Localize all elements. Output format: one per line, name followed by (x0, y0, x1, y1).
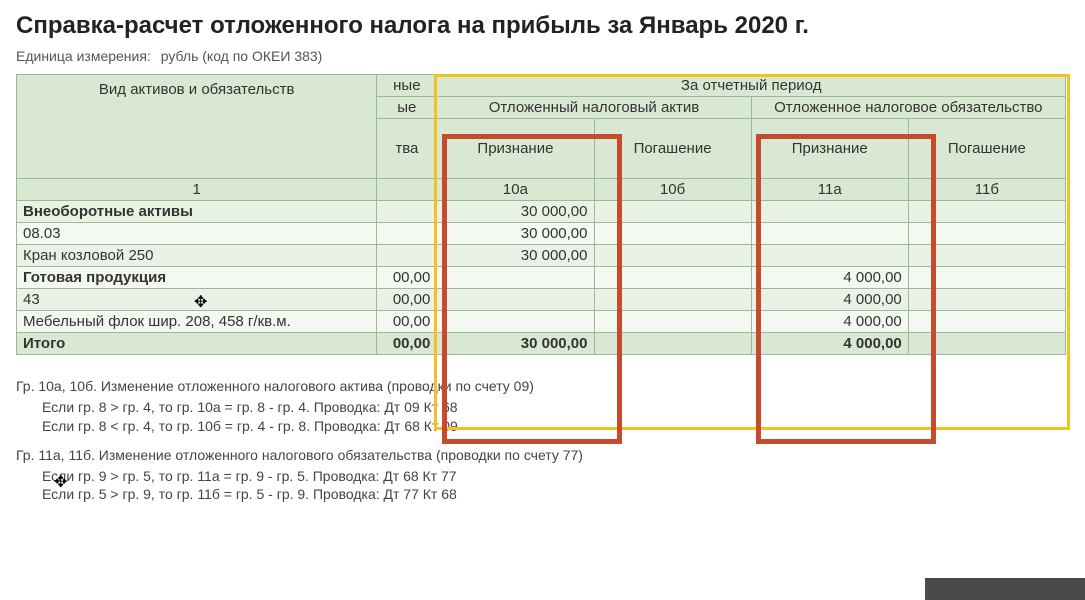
row-name: Мебельный флок шир. 208, 458 г/кв.м. (17, 311, 377, 333)
note-g2-head: Гр. 11а, 11б. Изменение отложенного нало… (16, 446, 1069, 465)
col-header-extra-1: ные (377, 75, 437, 97)
table-row: Мебельный флок шир. 208, 458 г/кв.м.00,0… (17, 311, 1066, 333)
col-header-10b-label: Погашение (594, 119, 751, 179)
total-row: Итого 00,00 30 000,00 4 000,00 (17, 333, 1066, 355)
cell-c11b (908, 267, 1065, 289)
col-header-extra-3: тва (377, 119, 437, 179)
colnum-11b: 11б (908, 179, 1065, 201)
cell-c10b (594, 267, 751, 289)
colnum-extra (377, 179, 437, 201)
col-header-deferred-asset: Отложенный налоговый актив (437, 97, 751, 119)
cell-c10b (594, 245, 751, 267)
cell-c10a: 30 000,00 (437, 201, 594, 223)
report-table: Вид активов и обязательств ные За отчетн… (16, 74, 1066, 355)
row-extra (377, 245, 437, 267)
row-name: Кран козловой 250 (17, 245, 377, 267)
cell-c10a: 30 000,00 (437, 223, 594, 245)
note-g1-head: Гр. 10а, 10б. Изменение отложенного нало… (16, 377, 1069, 396)
table-row: Готовая продукция00,00 4 000,00 (17, 267, 1066, 289)
cell-c11a: 4 000,00 (751, 267, 908, 289)
cell-c11a (751, 201, 908, 223)
col-header-period: За отчетный период (437, 75, 1066, 97)
cell-c11a (751, 245, 908, 267)
cell-c10b (594, 201, 751, 223)
cell-c10b (594, 289, 751, 311)
total-10b (594, 333, 751, 355)
col-header-extra-2: ые (377, 97, 437, 119)
col-header-11b-label: Погашение (908, 119, 1065, 179)
row-extra: 00,00 (377, 289, 437, 311)
colnum-10b: 10б (594, 179, 751, 201)
row-name: Внеоборотные активы (17, 201, 377, 223)
row-name: 43 (17, 289, 377, 311)
table-row: 4300,00 4 000,00 (17, 289, 1066, 311)
report-table-wrap: Вид активов и обязательств ные За отчетн… (16, 74, 1066, 355)
total-11b (908, 333, 1065, 355)
note-g1-l1: Если гр. 8 > гр. 4, то гр. 10а = гр. 8 -… (16, 398, 1069, 417)
cell-c10a (437, 311, 594, 333)
cell-c11b (908, 223, 1065, 245)
page-title: Справка-расчет отложенного налога на при… (16, 12, 1069, 40)
unit-value: рубль (код по ОКЕИ 383) (161, 48, 323, 64)
note-g2-l1: Если гр. 9 > гр. 5, то гр. 11а = гр. 9 -… (16, 467, 1069, 486)
total-11a: 4 000,00 (751, 333, 908, 355)
table-row: Внеоборотные активы 30 000,00 (17, 201, 1066, 223)
footer-bar (925, 578, 1085, 600)
cell-c11b (908, 201, 1065, 223)
cell-c10b (594, 311, 751, 333)
footnotes: Гр. 10а, 10б. Изменение отложенного нало… (16, 377, 1069, 504)
col-header-10a-label: Признание (437, 119, 594, 179)
row-extra: 00,00 (377, 267, 437, 289)
cell-c11b (908, 245, 1065, 267)
row-name: 08.03 (17, 223, 377, 245)
cell-c11b (908, 311, 1065, 333)
table-row: Кран козловой 250 30 000,00 (17, 245, 1066, 267)
note-g2-l2: Если гр. 5 > гр. 9, то гр. 11б = гр. 5 -… (16, 485, 1069, 504)
cell-c10a: 30 000,00 (437, 245, 594, 267)
row-extra: 00,00 (377, 311, 437, 333)
cell-c11b (908, 289, 1065, 311)
colnum-11a: 11а (751, 179, 908, 201)
cell-c11a: 4 000,00 (751, 311, 908, 333)
col-header-11a-label: Признание (751, 119, 908, 179)
cell-c10a (437, 267, 594, 289)
colnum-1: 1 (17, 179, 377, 201)
total-10a: 30 000,00 (437, 333, 594, 355)
cell-c10a (437, 289, 594, 311)
cell-c11a (751, 223, 908, 245)
cell-c11a: 4 000,00 (751, 289, 908, 311)
cell-c10b (594, 223, 751, 245)
table-row: 08.03 30 000,00 (17, 223, 1066, 245)
total-extra: 00,00 (377, 333, 437, 355)
row-extra (377, 223, 437, 245)
col-header-deferred-liab: Отложенное налоговое обязательство (751, 97, 1065, 119)
colnum-10a: 10а (437, 179, 594, 201)
note-g1-l2: Если гр. 8 < гр. 4, то гр. 10б = гр. 4 -… (16, 417, 1069, 436)
row-name: Готовая продукция (17, 267, 377, 289)
total-label: Итого (17, 333, 377, 355)
unit-label: Единица измерения: (16, 48, 151, 64)
unit-line: Единица измерения: рубль (код по ОКЕИ 38… (16, 48, 1069, 64)
row-extra (377, 201, 437, 223)
col-header-assets: Вид активов и обязательств (17, 75, 377, 179)
